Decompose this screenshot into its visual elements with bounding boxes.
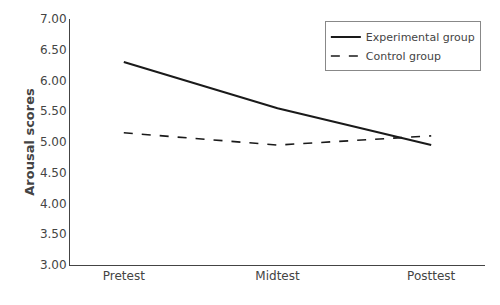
- svg-text:5.00: 5.00: [40, 135, 67, 149]
- svg-text:Control group: Control group: [366, 50, 441, 63]
- svg-text:3.00: 3.00: [40, 258, 67, 272]
- svg-text:Posttest: Posttest: [407, 269, 455, 283]
- svg-text:Experimental group: Experimental group: [366, 31, 475, 44]
- svg-text:Midtest: Midtest: [255, 269, 300, 283]
- svg-text:4.50: 4.50: [40, 166, 67, 180]
- svg-text:Arousal scores: Arousal scores: [22, 88, 37, 196]
- svg-text:7.00: 7.00: [40, 12, 67, 26]
- svg-text:5.50: 5.50: [40, 104, 67, 118]
- svg-text:3.50: 3.50: [40, 227, 67, 241]
- svg-text:6.00: 6.00: [40, 74, 67, 88]
- svg-text:Pretest: Pretest: [103, 269, 145, 283]
- svg-text:6.50: 6.50: [40, 43, 67, 57]
- svg-text:4.00: 4.00: [40, 197, 67, 211]
